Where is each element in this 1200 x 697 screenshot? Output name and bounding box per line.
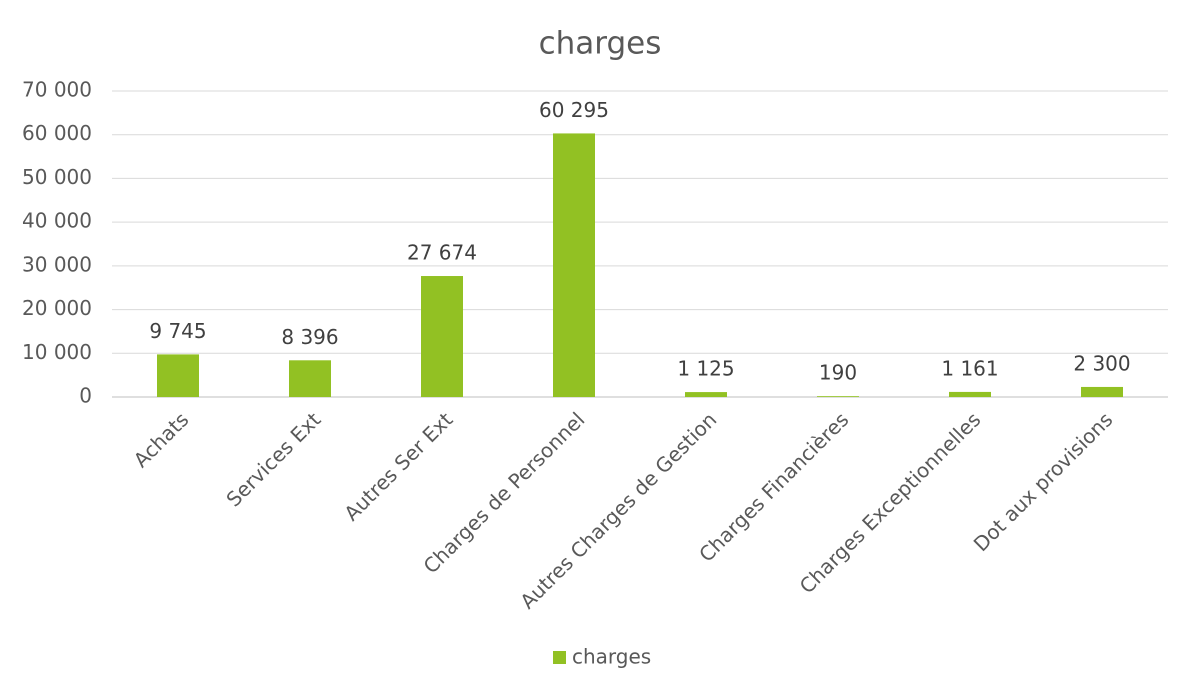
bar bbox=[1081, 386, 1123, 397]
value-label: 1 125 bbox=[677, 357, 734, 381]
value-label: 9 745 bbox=[149, 319, 206, 343]
chart-title: charges bbox=[539, 26, 662, 62]
value-label: 2 300 bbox=[1073, 351, 1130, 375]
y-tick-label: 20 000 bbox=[22, 296, 92, 320]
y-tick-label: 30 000 bbox=[22, 252, 92, 276]
value-label: 8 396 bbox=[281, 325, 338, 349]
value-label: 190 bbox=[819, 361, 857, 385]
value-label: 27 674 bbox=[407, 241, 477, 265]
bar bbox=[553, 133, 595, 397]
y-tick-label: 10 000 bbox=[22, 340, 92, 364]
value-label: 60 295 bbox=[539, 98, 609, 122]
y-tick-label: 40 000 bbox=[22, 209, 92, 233]
bar bbox=[289, 360, 331, 397]
bar bbox=[157, 354, 199, 397]
bar bbox=[817, 396, 859, 397]
y-tick-label: 60 000 bbox=[22, 121, 92, 145]
value-label: 1 161 bbox=[941, 356, 998, 380]
bar bbox=[685, 392, 727, 397]
y-tick-label: 70 000 bbox=[22, 78, 92, 102]
legend-label: charges bbox=[572, 645, 651, 669]
legend-swatch bbox=[553, 651, 566, 664]
bar bbox=[949, 391, 991, 397]
y-tick-label: 0 bbox=[79, 384, 92, 408]
y-tick-label: 50 000 bbox=[22, 165, 92, 189]
bar bbox=[421, 276, 463, 397]
